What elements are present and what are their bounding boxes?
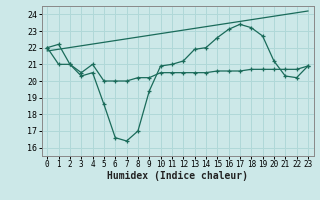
X-axis label: Humidex (Indice chaleur): Humidex (Indice chaleur)	[107, 171, 248, 181]
